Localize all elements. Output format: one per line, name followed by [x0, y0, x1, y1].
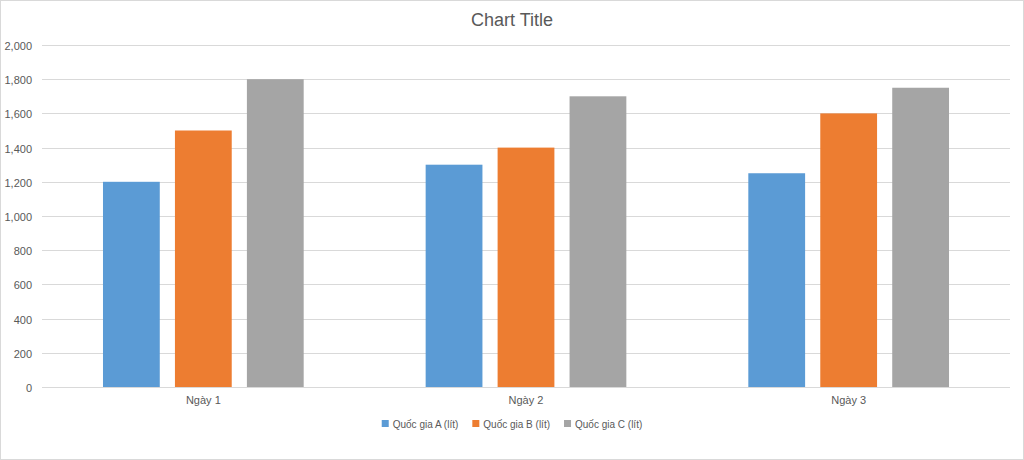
y-tick-label: 1,000: [4, 211, 32, 223]
y-tick-label: 1,600: [4, 108, 32, 120]
bar: [247, 79, 304, 387]
grid-line: [42, 79, 1010, 80]
x-tick-label: Ngày 2: [509, 394, 544, 406]
x-tick-label: Ngày 1: [186, 394, 221, 406]
y-tick-label: 0: [26, 382, 32, 394]
bar: [570, 96, 627, 387]
legend: Quốc gia A (lít) Quốc gia B (lít) Quốc gia…: [382, 419, 643, 430]
y-tick-label: 400: [14, 314, 32, 326]
legend-swatch: [382, 420, 389, 427]
bar: [820, 113, 877, 387]
bar: [426, 165, 483, 387]
y-tick-label: 200: [14, 348, 32, 360]
bar: [175, 131, 232, 388]
y-tick-label: 800: [14, 245, 32, 257]
x-axis-line: [42, 387, 1010, 388]
legend-label: Quốc gia B (lít): [483, 419, 550, 430]
bar: [498, 148, 555, 387]
y-tick-label: 600: [14, 279, 32, 291]
chart-frame: [1, 1, 1024, 460]
bar: [748, 173, 805, 387]
grid: [42, 46, 1010, 388]
legend-swatch: [564, 420, 571, 427]
y-tick-label: 1,200: [4, 177, 32, 189]
chart: Chart Title 0 200 400 600 800 1,000 1,200 1,400 1…: [0, 0, 1024, 460]
chart-title: Chart Title: [471, 10, 553, 30]
bars: [103, 79, 949, 387]
legend-label: Quốc gia A (lít): [393, 419, 459, 430]
y-tick-label: 1,800: [4, 74, 32, 86]
grid-line: [42, 387, 1010, 388]
bar: [103, 182, 160, 387]
x-tick-label: Ngày 3: [831, 394, 866, 406]
grid-line: [42, 45, 1010, 46]
y-tick-label: 1,400: [4, 143, 32, 155]
legend-swatch: [472, 420, 479, 427]
bar: [892, 88, 949, 387]
legend-label: Quốc gia C (lít): [575, 419, 642, 430]
y-tick-label: 2,000: [4, 40, 32, 52]
